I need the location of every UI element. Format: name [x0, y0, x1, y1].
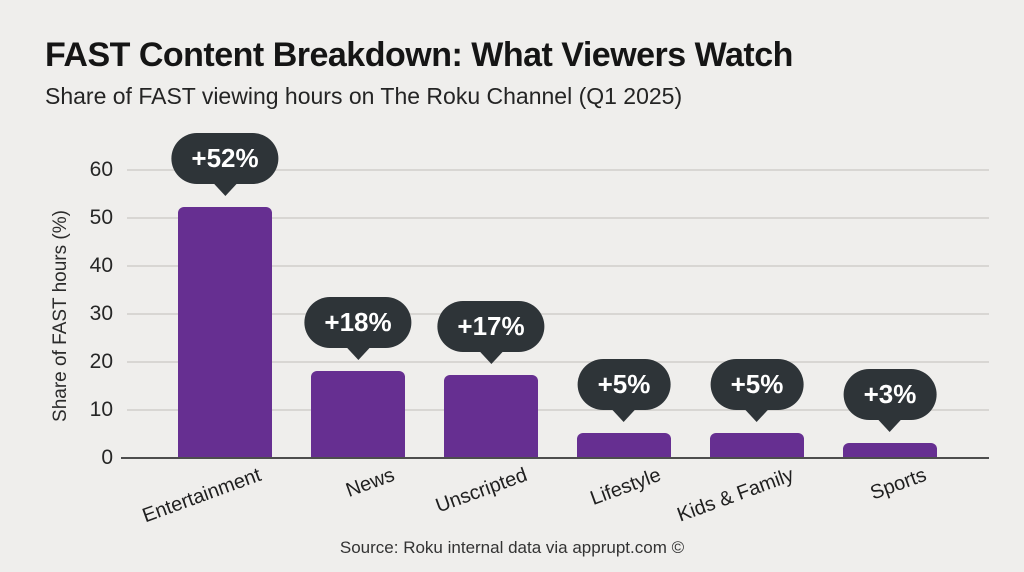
y-tick-10: 10: [89, 398, 113, 421]
x-label-kids-family: Kids & Family: [674, 464, 797, 527]
y-tick-50: 50: [89, 206, 113, 229]
gridline-60: [127, 169, 989, 171]
plot-area: 0 10 20 30 40 50 60 +52% Entertainment +18% News +1…: [90, 133, 989, 527]
y-tick-60: 60: [89, 158, 113, 181]
gridline-20: [127, 361, 989, 363]
callout-tail-sports: [876, 417, 903, 432]
chart-subtitle: Share of FAST viewing hours on The Roku …: [45, 83, 683, 109]
bar-news: [311, 370, 405, 457]
gridline-30: [127, 313, 989, 315]
callout-tail-lifestyle: [610, 408, 637, 422]
source-note: Source: Roku internal data via apprupt.c…: [339, 538, 685, 557]
x-axis-baseline: [121, 456, 989, 459]
bar-entertainment: [178, 207, 272, 457]
x-label-news: News: [343, 464, 398, 502]
callout-tail-news: [344, 345, 371, 360]
x-label-lifestyle: Lifestyle: [587, 464, 664, 510]
y-tick-20: 20: [89, 350, 113, 373]
chart-title: FAST Content Breakdown: What Viewers Wat…: [45, 36, 793, 74]
callout-tail-entertainment: [211, 182, 238, 197]
bar-lifestyle: [577, 433, 671, 457]
callout-tail-kids-family: [743, 408, 770, 422]
callout-tail-unscripted: [477, 350, 504, 365]
bar-sports: [843, 442, 937, 457]
bar-kids-family: [710, 433, 804, 457]
callout-kids-family: +5%: [710, 359, 804, 422]
x-label-unscripted: Unscripted: [433, 464, 531, 518]
y-tick-40: 40: [89, 254, 113, 277]
x-label-entertainment: Entertainment: [139, 464, 265, 528]
gridline-10: [127, 409, 989, 411]
x-label-sports: Sports: [867, 464, 930, 505]
callout-news: +18%: [304, 296, 412, 360]
y-tick-30: 30: [89, 302, 113, 325]
callout-sports: +3%: [843, 368, 937, 432]
gridline-40: [127, 265, 989, 267]
callout-lifestyle: +5%: [577, 359, 671, 422]
gridline-50: [127, 217, 989, 219]
y-tick-0: 0: [101, 446, 113, 469]
callout-entertainment: +52%: [171, 133, 279, 197]
callout-unscripted: +17%: [437, 301, 545, 365]
bar-unscripted: [444, 375, 538, 457]
